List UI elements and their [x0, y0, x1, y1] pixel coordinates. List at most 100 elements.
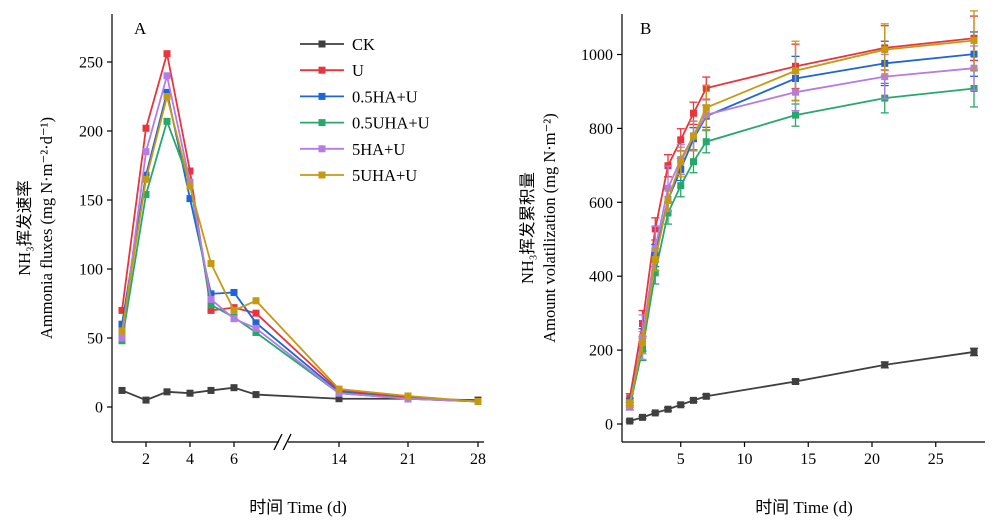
legend-label: 5HA+U: [352, 140, 405, 159]
data-point: [142, 171, 150, 179]
data-point: [677, 401, 685, 409]
y-axis-title-zh: NH₃挥发累积量: [518, 172, 537, 284]
data-point: [163, 50, 171, 58]
legend-label: CK: [352, 35, 375, 54]
data-point: [664, 405, 672, 413]
data-point: [690, 396, 697, 404]
legend-item: 0.5HA+U: [300, 87, 418, 106]
data-point: [142, 148, 150, 156]
series-5UHA+U: [625, 10, 978, 409]
series-line: [121, 386, 479, 402]
data-point: [690, 109, 697, 117]
data-point: [792, 111, 799, 119]
data-point: [651, 256, 659, 264]
data-point: [404, 392, 412, 400]
data-point: [252, 297, 260, 305]
x-tick-label: 21: [400, 451, 416, 468]
x-tick-label: 4: [186, 451, 194, 468]
series-line: [628, 53, 975, 403]
data-point: [207, 386, 215, 394]
data-point: [207, 295, 215, 303]
data-point: [639, 339, 646, 347]
y-axis-title-zh: NH₃挥发速率: [15, 180, 34, 276]
series-line: [628, 67, 975, 406]
y-tick-label: 400: [589, 269, 613, 286]
data-point: [118, 386, 126, 394]
series-U: [625, 15, 978, 404]
x-tick-label: 2: [142, 451, 150, 468]
y-tick-label: 250: [79, 55, 103, 72]
x-axis-title-b: 时间 Time (d): [755, 498, 853, 517]
data-point: [664, 184, 672, 192]
data-point: [474, 397, 482, 405]
legend-marker: [318, 145, 326, 153]
series-5HA+U: [118, 72, 482, 405]
data-point: [792, 378, 799, 386]
data-point: [690, 132, 697, 140]
series-line: [628, 39, 975, 404]
data-point: [792, 67, 799, 75]
data-point: [651, 409, 659, 417]
data-point: [626, 400, 634, 408]
data-point: [335, 389, 343, 397]
data-point: [118, 306, 126, 314]
data-point: [207, 306, 215, 314]
data-point: [118, 334, 126, 342]
data-point: [118, 327, 126, 335]
data-point: [142, 190, 150, 198]
legend-marker: [318, 171, 326, 179]
y-tick-label: 0: [95, 400, 103, 417]
x-tick-label: 25: [928, 451, 944, 468]
x-tick-label: 15: [800, 451, 816, 468]
series-line: [629, 351, 975, 422]
panel-letter-a: A: [134, 19, 147, 38]
x-tick-label: 20: [864, 451, 880, 468]
data-point: [142, 175, 150, 183]
data-point: [118, 320, 126, 328]
x-tick-label: 6: [230, 451, 238, 468]
data-point: [142, 396, 150, 404]
data-point: [186, 195, 194, 203]
data-point: [702, 104, 710, 112]
data-point: [163, 72, 171, 80]
y-tick-label: 200: [589, 343, 613, 360]
axis-break-slash: [273, 433, 283, 451]
y-tick-label: 0: [605, 417, 613, 434]
axis-break-slash: [282, 433, 292, 451]
series-0.5HA+U: [625, 31, 978, 407]
series-CK: [118, 384, 482, 404]
data-point: [207, 259, 215, 267]
legend: CK U 0.5HA+U 0.5UHA+U 5HA+U 5UHA+U: [300, 35, 430, 185]
legend-item: 5UHA+U: [300, 166, 417, 185]
data-point: [252, 391, 260, 399]
data-point: [252, 324, 260, 332]
x-axis-title-a: 时间 Time (d): [249, 498, 347, 517]
data-point: [677, 182, 685, 190]
panel-letter-b: B: [640, 19, 651, 38]
data-point: [207, 301, 215, 309]
legend-label: 0.5HA+U: [352, 87, 418, 106]
series-line: [628, 87, 975, 407]
y-tick-label: 150: [79, 193, 103, 210]
legend-marker: [318, 66, 326, 74]
y-tick-label: 600: [589, 195, 613, 212]
x-tick-label: 14: [331, 451, 347, 468]
data-point: [702, 138, 710, 146]
data-point: [186, 178, 194, 186]
panel-b: 0 200 400 600 800 1000 5 10 15 20 25 B NH₃挥发累积量 Amoun…: [518, 10, 985, 468]
data-point: [252, 319, 260, 327]
data-point: [702, 392, 710, 400]
data-point: [186, 167, 194, 175]
data-point: [677, 136, 685, 144]
data-point: [142, 124, 150, 132]
data-point: [252, 309, 260, 317]
data-point: [163, 388, 171, 396]
legend-label: U: [352, 61, 364, 80]
legend-item: 0.5UHA+U: [300, 114, 430, 133]
x-axis-titles: 时间 Time (d) 时间 Time (d): [249, 498, 853, 517]
data-point: [881, 361, 889, 369]
data-point: [639, 413, 646, 421]
data-point: [970, 348, 978, 356]
y-tick-label: 200: [79, 124, 103, 141]
